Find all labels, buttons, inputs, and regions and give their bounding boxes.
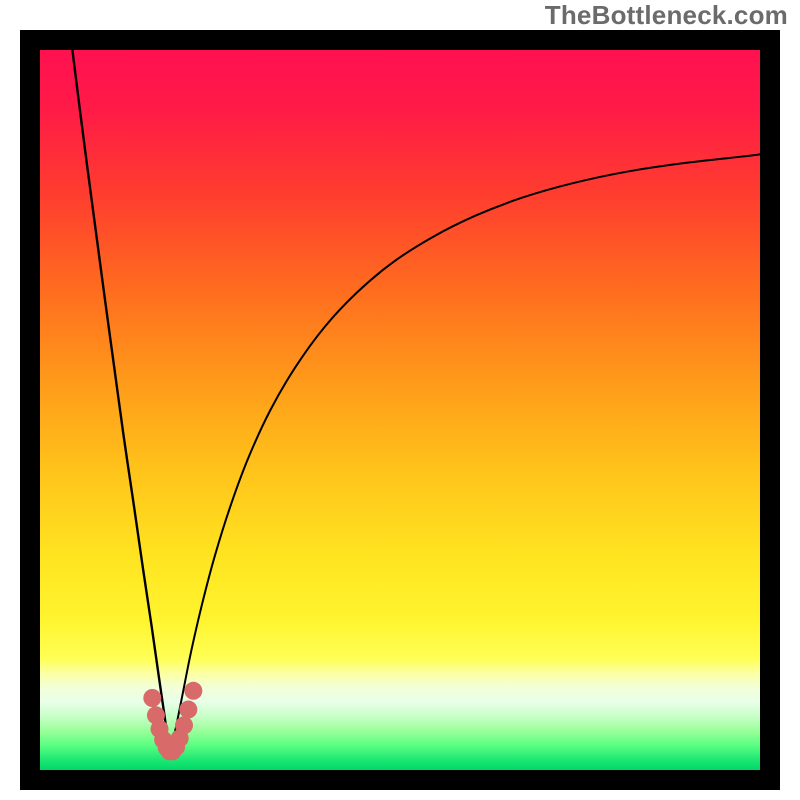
watermark-text: TheBottleneck.com bbox=[545, 0, 788, 31]
left-curve bbox=[72, 50, 169, 752]
stage: TheBottleneck.com bbox=[0, 0, 800, 800]
right-curve bbox=[170, 154, 760, 752]
marker-group bbox=[143, 682, 202, 760]
plot-area bbox=[40, 50, 760, 770]
bottleneck-marker bbox=[143, 689, 161, 707]
bottleneck-marker bbox=[179, 701, 197, 719]
bottleneck-marker bbox=[184, 682, 202, 700]
bottleneck-marker bbox=[175, 716, 193, 734]
curve-svg bbox=[40, 50, 760, 770]
